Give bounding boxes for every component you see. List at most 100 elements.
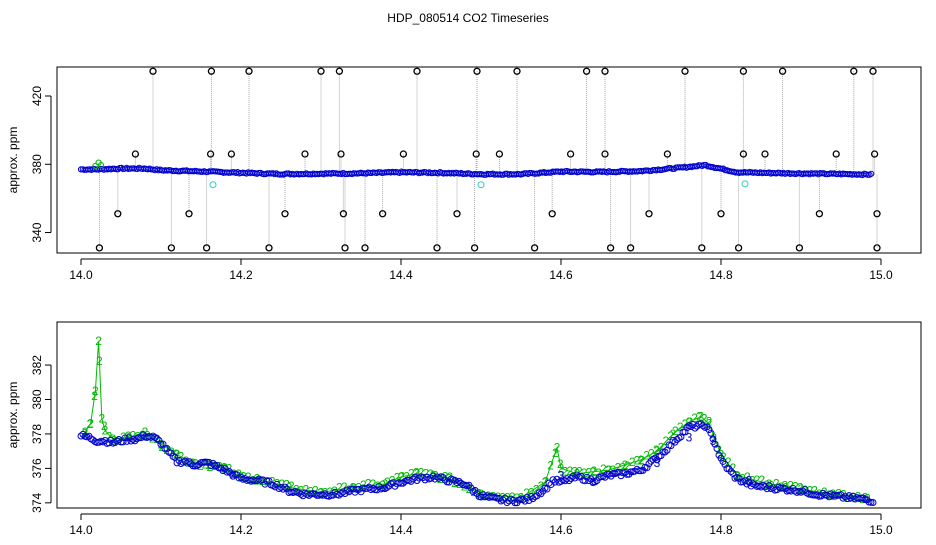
outlier-point: [473, 67, 481, 75]
bottom-y-axis-label: approx. ppm: [6, 382, 20, 449]
blue-point: [397, 479, 405, 487]
green-marker-2: 2: [87, 417, 94, 431]
outlier-point: [399, 150, 408, 158]
y-tick-label: 380: [30, 154, 44, 174]
green-marker-2: 2: [336, 481, 343, 495]
blue-point: [521, 497, 529, 505]
outlier-point: [265, 244, 273, 252]
green-marker-2: 2: [446, 470, 453, 484]
outlier-point: [95, 244, 104, 252]
blue-point: [457, 479, 465, 487]
blue-point: [691, 424, 699, 432]
green-marker-2: 2: [614, 460, 621, 474]
blue-point: [751, 481, 759, 489]
baseline-point: [702, 161, 709, 169]
green-marker-2: 2: [566, 464, 573, 478]
green-marker-2: 2: [102, 424, 109, 438]
blue-point: [661, 448, 669, 456]
blue-point: [543, 485, 551, 493]
top-plot-frame: [56, 66, 922, 254]
green-marker-2: 2: [706, 415, 713, 429]
outlier-point: [339, 210, 348, 218]
outlier-point: [227, 150, 236, 158]
blue-point: [699, 422, 707, 430]
y-tick-label: 420: [30, 86, 44, 106]
blue-point: [439, 474, 447, 482]
cyan-point: [209, 181, 217, 189]
green-marker-2: 2: [826, 488, 833, 502]
green-marker-2: 2: [106, 430, 113, 444]
blue-point: [869, 498, 877, 506]
green-marker-2: 2: [859, 492, 866, 506]
blue-point: [819, 489, 827, 497]
blue-marker-3: 3: [686, 430, 693, 444]
y-tick-label: 340: [30, 222, 44, 242]
outlier-point: [832, 150, 840, 158]
outlier-point: [335, 67, 344, 75]
green-marker-2: 2: [797, 481, 804, 495]
outlier-point: [601, 67, 609, 75]
blue-point: [635, 467, 643, 475]
x-tick-label: 15.0: [869, 268, 893, 282]
green-marker-2: 2: [126, 430, 133, 444]
green-marker-2: 2: [178, 449, 185, 463]
blue-point: [721, 460, 729, 468]
green-marker-2: 2: [259, 474, 266, 488]
top-x-axis: 14.0 14.2 14.4 14.6 14.8 15.0: [69, 258, 893, 282]
y-tick-label: 378: [30, 424, 44, 444]
green-marker-2: 2: [538, 479, 545, 493]
green-marker-2: 2: [811, 483, 818, 497]
green-marker-2: 2: [619, 461, 626, 475]
blue-point: [561, 477, 569, 485]
baseline-point: [868, 170, 875, 177]
green-marker-2: 2: [125, 429, 132, 443]
bottom-x-axis: 14.0 14.2 14.4 14.6 14.8 15.0: [69, 513, 893, 537]
green-marker-2: 2: [638, 453, 645, 467]
green-marker-2: 2: [101, 419, 108, 433]
green-marker-2: 2: [662, 434, 669, 448]
green-marker-2: 2: [610, 463, 617, 477]
blue-point: [745, 478, 753, 486]
green-marker-2: 2: [286, 480, 293, 494]
blue-point: [229, 472, 237, 480]
green-marker-2: 2: [542, 475, 549, 489]
outlier-point: [739, 150, 748, 158]
green-marker-2: 2: [414, 467, 421, 481]
blue-point: [565, 477, 573, 485]
green-marker-2: 2: [730, 461, 737, 475]
x-tick-label: 14.6: [549, 268, 573, 282]
green-marker-2: 2: [86, 417, 93, 431]
green-marker-2: 2: [691, 411, 698, 425]
outlier-point: [548, 210, 556, 218]
outlier-point: [870, 150, 879, 158]
green-marker-2: 2: [574, 467, 581, 481]
green-marker-2: 2: [595, 466, 602, 480]
green-marker-2: 2: [806, 483, 813, 497]
green-marker-2: 2: [384, 475, 391, 489]
green-marker-2: 2: [696, 409, 703, 423]
outlier-point: [281, 210, 289, 218]
baseline-point: [671, 165, 678, 173]
green-marker-2: 2: [206, 460, 213, 474]
blue-point: [525, 497, 533, 505]
green-marker-2: 2: [643, 449, 650, 463]
green-marker-2: 2: [802, 483, 809, 497]
outlier-point: [202, 244, 211, 252]
x-tick-label: 14.0: [69, 523, 93, 537]
top-y-axis: 340 380 420: [30, 86, 52, 243]
blue-point: [507, 495, 515, 503]
blue-point: [567, 475, 575, 483]
green-marker-2: 2: [552, 446, 559, 460]
green-marker-2: 2: [302, 482, 309, 496]
blue-point: [713, 445, 721, 453]
blue-point: [683, 424, 691, 432]
green-marker-2: 2: [547, 459, 554, 473]
green-marker-2: 2: [403, 470, 410, 484]
blue-marker-3: 3: [654, 456, 661, 470]
blue-point: [121, 434, 129, 442]
green-marker-2: 2: [365, 477, 372, 491]
outlier-point: [873, 244, 881, 252]
outlier-point: [433, 244, 441, 252]
green-point: [92, 162, 99, 170]
